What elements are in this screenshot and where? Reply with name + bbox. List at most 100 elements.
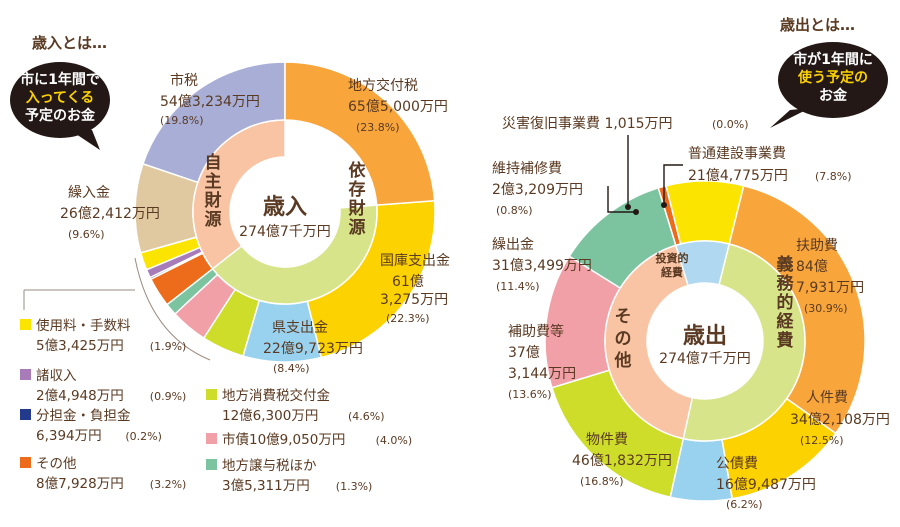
expenditure-intro-bubble-line: お金 [819, 87, 848, 104]
income-legend-name: 諸収入 [36, 368, 77, 384]
income-label-amount: 61億 [392, 274, 424, 290]
svg-text:主: 主 [205, 171, 222, 192]
expenditure-center [647, 283, 763, 399]
income-legend-label: 市債10億9,050万円 [222, 431, 345, 448]
expenditure-intro-bubble-line: 使う予定の [797, 69, 868, 86]
expenditure-group-ring [674, 240, 731, 287]
income-label-amount: 65億5,000万円 [348, 99, 448, 115]
expenditure-label-amount: 21億4,775万円 [688, 168, 788, 184]
income-label-percent: (9.6%) [68, 228, 105, 241]
income-legend-percent: (0.9%) [150, 390, 187, 403]
expenditure-leader-line [663, 164, 683, 205]
expenditure-label-name: 災害復旧事業費 1,015万円 [502, 115, 673, 132]
svg-text:の: の [615, 329, 632, 349]
income-legend-percent: (4.6%) [348, 410, 385, 423]
income-label-amount: 3,275万円 [380, 292, 448, 308]
income-legend-swatch [206, 389, 217, 400]
income-intro-heading: 歳入とは… [32, 34, 107, 52]
income-label-percent: (23.8%) [356, 121, 400, 134]
expenditure-label-amount: 7,931万円 [796, 280, 864, 296]
income-label-percent: (8.4%) [273, 362, 310, 375]
expenditure-leader-dot [661, 202, 667, 208]
expenditure-leader-line [607, 186, 636, 213]
income-legend-amount: 12億6,300万円 [222, 408, 318, 424]
expenditure-label-percent: (0.8%) [496, 204, 533, 217]
income-legend-name: 地方消費税交付金 [222, 387, 330, 404]
income-intro-bubble-line: 予定のお金 [25, 107, 96, 124]
income-intro-bubble-line: 入ってくる [26, 90, 95, 106]
income-legend-swatch [206, 433, 217, 444]
income-legend-swatch [20, 319, 31, 330]
expenditure-label-percent: (6.2%) [726, 498, 763, 511]
svg-text:財: 財 [348, 198, 366, 219]
income-total: 274億7千万円 [239, 224, 331, 240]
expenditure-label-name: 扶助費 [796, 238, 838, 254]
expenditure-label-amount: 3,144万円 [508, 366, 576, 382]
svg-text:経費: 経費 [661, 265, 683, 279]
income-legend-swatch [206, 459, 217, 470]
income-center [230, 157, 340, 267]
income-label-name: 県支出金 [272, 320, 328, 336]
expenditure-label-name: 普通建設事業費 [688, 146, 786, 162]
income-legend-percent: (1.3%) [336, 480, 373, 493]
expenditure-label-percent: (11.4%) [496, 280, 540, 293]
income-label-percent: (22.3%) [386, 312, 430, 325]
svg-text:源: 源 [349, 217, 366, 238]
svg-text:費: 費 [777, 330, 794, 351]
expenditure-label-amount: 84億 [796, 259, 828, 275]
expenditure-leader-dot [633, 209, 639, 215]
expenditure-label-percent: (16.8%) [580, 475, 624, 488]
svg-text:自: 自 [205, 152, 222, 173]
expenditure-intro-heading: 歳出とは… [780, 16, 855, 34]
income-label-name: 市税 [170, 72, 198, 89]
expenditure-label-amount: 2億3,209万円 [492, 182, 583, 198]
svg-text:経: 経 [777, 311, 795, 332]
expenditure-label-amount: 31億3,499万円 [492, 258, 592, 274]
svg-text:源: 源 [205, 209, 222, 230]
income-legend-swatch [20, 457, 31, 468]
income-bracket [134, 257, 211, 361]
expenditure-label-percent: (30.9%) [804, 302, 848, 315]
expenditure-label-name: 補助費等 [508, 323, 564, 340]
income-title: 歳入 [263, 195, 307, 220]
income-label-amount: 54億3,234万円 [160, 94, 260, 110]
expenditure-label-amount: 46億1,832万円 [572, 453, 672, 469]
svg-text:財: 財 [204, 190, 222, 211]
expenditure-label-name: 繰出金 [492, 237, 534, 253]
svg-text:他: 他 [614, 350, 632, 371]
income-intro-bubble-line: 市に1年間で [20, 71, 100, 88]
income-label-amount: 26億2,412万円 [60, 206, 160, 222]
svg-text:義: 義 [777, 254, 794, 275]
income-legend-percent: (0.2%) [125, 430, 162, 443]
income-label-name: 地方交付税 [348, 77, 418, 94]
income-legend-amount: 2億4,948万円 [36, 388, 124, 404]
expenditure-label-name: 公債費 [716, 456, 758, 472]
svg-text:存: 存 [349, 179, 366, 200]
income-legend-amount: 8億7,928万円 [36, 476, 124, 492]
income-label-name: 繰入金 [68, 185, 110, 201]
income-slice [284, 61, 436, 206]
expenditure-leader-dot [625, 204, 631, 210]
svg-text:投資的: 投資的 [656, 251, 689, 265]
income-legend-percent: (1.9%) [150, 340, 187, 353]
svg-text:的: 的 [777, 292, 794, 313]
svg-text:そ: そ [615, 307, 632, 327]
income-label-percent: (19.8%) [160, 114, 204, 127]
expenditure-label-percent: (13.6%) [508, 388, 552, 401]
income-legend-name: 使用料・手数料 [36, 317, 131, 334]
expenditure-label-amount: 16億9,487万円 [716, 477, 816, 493]
income-legend-swatch [20, 409, 31, 420]
expenditure-label-percent: (12.5%) [800, 434, 844, 447]
expenditure-label-name: 人件費 [806, 390, 848, 406]
expenditure-label-percent: (0.0%) [712, 118, 749, 131]
expenditure-label-amount: 37億 [508, 345, 540, 361]
expenditure-label-percent: (7.8%) [815, 170, 852, 183]
expenditure-total: 274億7千万円 [659, 351, 751, 367]
income-legend-name: その他 [36, 456, 77, 472]
